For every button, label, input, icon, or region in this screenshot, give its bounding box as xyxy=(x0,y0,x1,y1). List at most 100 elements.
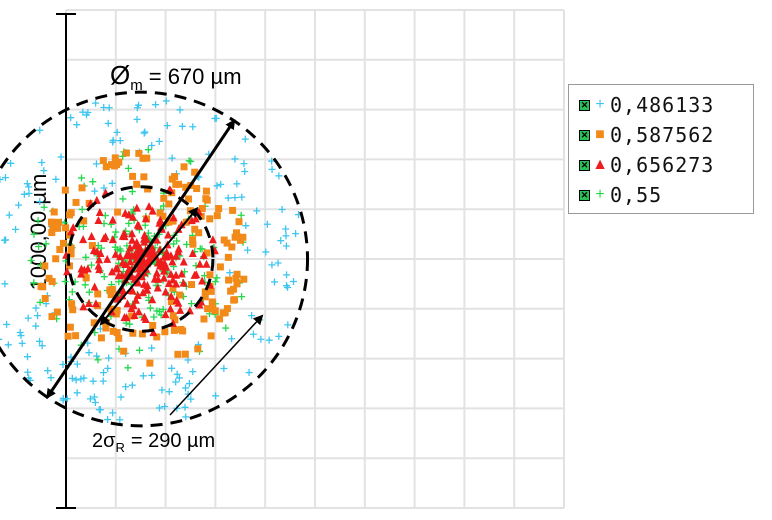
data-point xyxy=(61,277,69,285)
radius-arrow xyxy=(99,206,199,326)
legend-item-2[interactable]: ✕ ■ 0,587562 xyxy=(579,120,714,150)
data-point xyxy=(268,165,276,173)
data-point xyxy=(161,287,170,296)
data-point xyxy=(73,360,81,368)
data-point xyxy=(68,374,76,382)
data-point xyxy=(238,293,246,301)
data-point xyxy=(41,262,49,270)
data-point xyxy=(25,374,33,382)
data-point xyxy=(165,388,173,396)
checkbox-icon[interactable]: ✕ xyxy=(579,159,590,171)
checkbox-icon[interactable]: ✕ xyxy=(579,129,590,141)
data-point xyxy=(274,259,282,267)
data-point xyxy=(156,209,164,217)
square-marker-icon: ■ xyxy=(595,126,605,143)
data-point xyxy=(220,365,228,373)
data-point xyxy=(161,402,169,410)
data-point xyxy=(81,281,89,289)
data-point xyxy=(64,332,72,340)
data-point xyxy=(206,215,214,223)
data-point xyxy=(0,236,8,244)
legend-label: 0,587562 xyxy=(610,123,715,147)
data-point xyxy=(122,383,130,391)
data-point xyxy=(212,392,220,400)
data-point xyxy=(89,178,97,186)
data-point xyxy=(23,180,31,188)
data-point xyxy=(0,338,3,340)
data-point xyxy=(241,167,249,175)
data-point xyxy=(88,242,96,250)
data-point xyxy=(189,123,197,131)
data-point xyxy=(208,298,216,306)
data-point xyxy=(87,232,96,241)
data-point xyxy=(100,104,108,112)
data-point xyxy=(133,180,141,188)
data-point xyxy=(240,160,248,168)
data-point xyxy=(140,173,148,181)
checkbox-icon[interactable]: ✕ xyxy=(579,99,590,111)
data-point xyxy=(40,167,48,175)
diameter-symbol: Ø xyxy=(110,60,130,90)
data-point xyxy=(146,304,154,312)
data-point xyxy=(133,220,142,229)
data-point xyxy=(244,246,252,254)
data-point xyxy=(72,376,80,384)
data-point xyxy=(237,211,245,219)
data-point xyxy=(182,413,190,421)
data-point xyxy=(168,364,176,372)
legend-item-1[interactable]: ✕ + 0,486133 xyxy=(579,90,714,120)
data-point xyxy=(89,377,97,385)
data-point xyxy=(202,259,211,268)
y-axis-label: 1000,00 µm xyxy=(26,174,51,291)
data-point xyxy=(128,381,136,389)
data-point xyxy=(228,243,236,251)
data-point xyxy=(289,277,297,285)
data-point xyxy=(99,377,107,385)
data-point xyxy=(146,359,154,367)
data-point xyxy=(119,195,127,203)
data-point xyxy=(0,175,4,183)
data-point xyxy=(66,211,74,219)
legend-label: 0,55 xyxy=(610,183,663,207)
checkbox-icon[interactable]: ✕ xyxy=(579,189,590,201)
data-point xyxy=(120,347,128,355)
data-point xyxy=(191,225,199,233)
data-point xyxy=(176,106,184,114)
legend-item-4[interactable]: ✕ + 0,55 xyxy=(579,180,662,210)
data-point xyxy=(73,389,81,397)
data-point xyxy=(155,137,163,145)
data-point xyxy=(44,367,52,375)
data-point xyxy=(160,194,168,202)
data-point xyxy=(12,225,20,233)
data-point xyxy=(15,201,23,209)
data-point xyxy=(104,416,112,424)
data-point xyxy=(200,315,208,323)
data-point xyxy=(249,330,257,338)
sigma-subscript: R xyxy=(115,440,124,455)
data-point xyxy=(25,183,33,191)
legend-label: 0,486133 xyxy=(610,93,715,117)
data-point xyxy=(38,159,46,167)
data-point xyxy=(220,236,228,244)
data-point xyxy=(122,149,130,157)
data-point xyxy=(7,159,15,167)
data-point xyxy=(32,322,40,330)
data-point xyxy=(104,119,112,127)
legend-item-3[interactable]: ✕ ▲ 0,656273 xyxy=(579,150,714,180)
data-point xyxy=(182,384,190,392)
data-point xyxy=(139,154,147,162)
data-point xyxy=(202,187,210,195)
data-point xyxy=(148,371,156,379)
data-point xyxy=(36,198,44,206)
data-point xyxy=(233,280,241,288)
data-point xyxy=(231,194,239,202)
data-point xyxy=(25,189,33,197)
data-point xyxy=(228,335,236,343)
data-point xyxy=(24,368,32,376)
data-point xyxy=(152,101,160,109)
data-point xyxy=(27,257,35,265)
data-point xyxy=(233,229,241,237)
data-point xyxy=(34,217,42,225)
data-point xyxy=(1,174,9,182)
data-point xyxy=(68,288,76,296)
